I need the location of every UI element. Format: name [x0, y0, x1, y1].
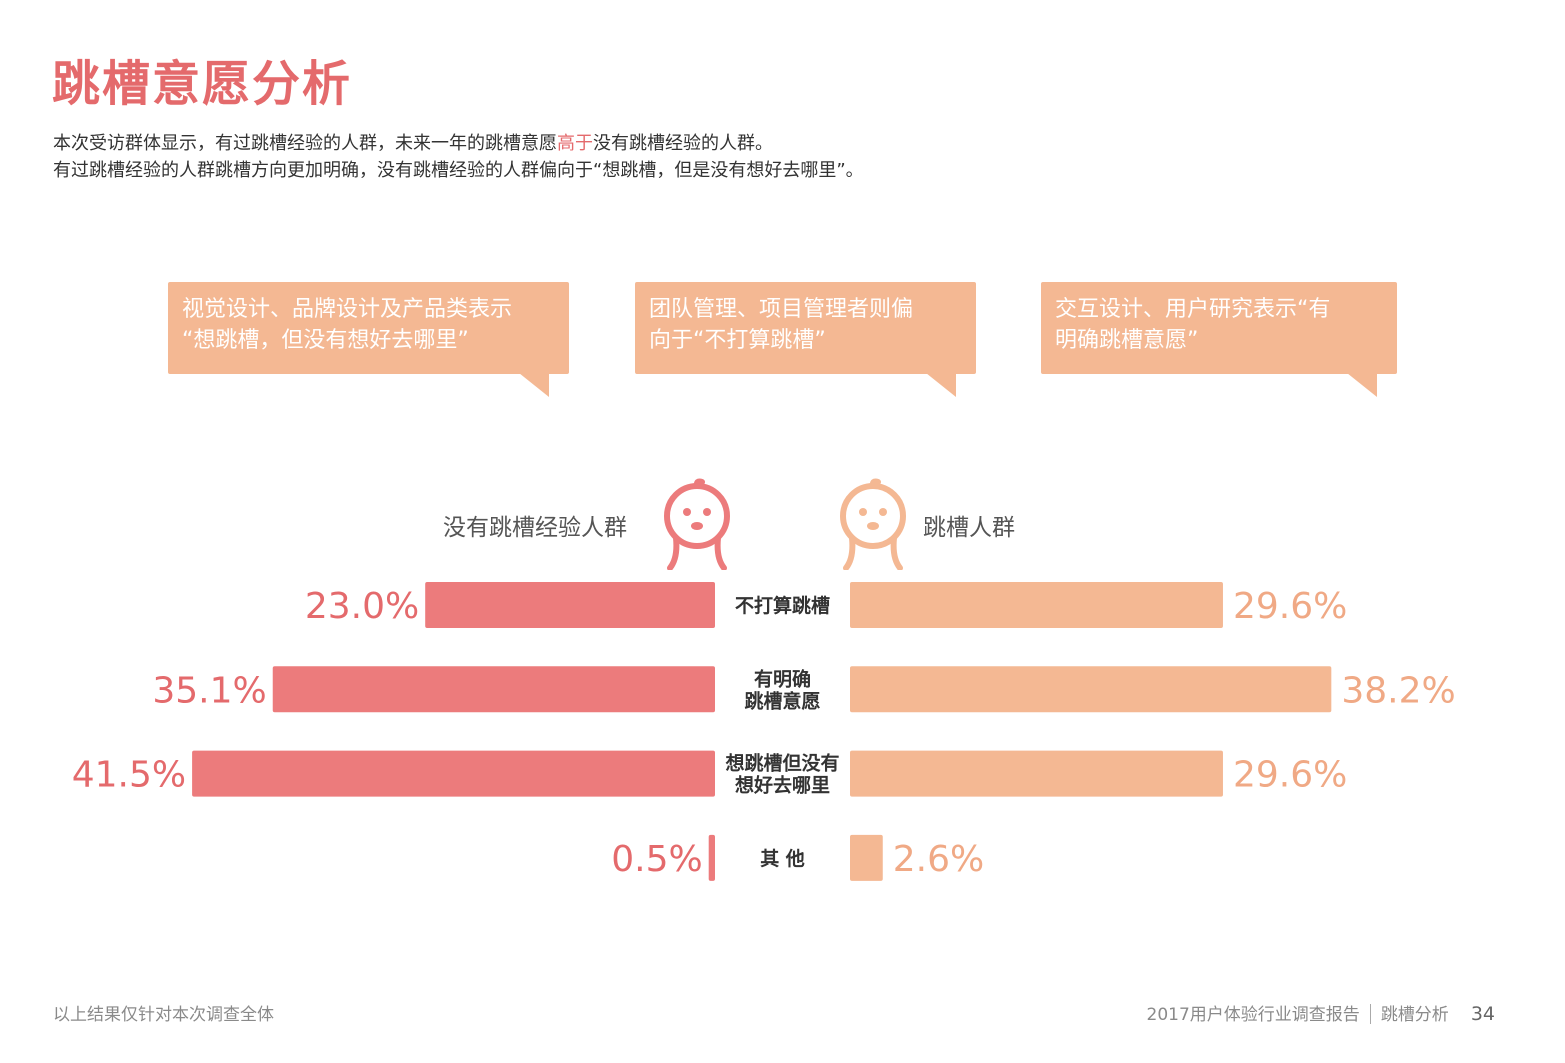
legend-left-group: 没有跳槽经验人群 [443, 515, 627, 541]
intro-line-2: 有过跳槽经验的人群跳槽方向更加明确，没有跳槽经验的人群偏向于“想跳槽，但是没有想… [53, 160, 864, 181]
data-label-right: 29.6% [1233, 586, 1347, 627]
intro-highlight: 高于 [557, 133, 593, 154]
footer-note: 以上结果仅针对本次调查全体 [53, 1005, 274, 1025]
bubble-line: 向于“不打算跳槽” [649, 328, 826, 353]
bar-left [708, 834, 715, 881]
intro-line-1: 本次受访群体显示，有过跳槽经验的人群，未来一年的跳槽意愿高于没有跳槽经验的人群。 [53, 130, 864, 157]
bubble-line: 视觉设计、品牌设计及产品类表示 [182, 297, 513, 322]
data-label-left: 41.5% [72, 755, 186, 796]
bar-right [850, 834, 883, 881]
bar-right [850, 582, 1223, 628]
data-label-right: 29.6% [1233, 755, 1347, 796]
bar-left [272, 666, 715, 713]
report-title: 2017用户体验行业调查报告 [1146, 1005, 1360, 1025]
bubble-line: 交互设计、用户研究表示“有 [1055, 297, 1331, 322]
category-label: 想跳槽但没有 [725, 752, 839, 775]
category-label: 跳槽意愿 [744, 689, 820, 712]
footer-divider [1369, 1004, 1371, 1024]
face-icon [840, 478, 906, 570]
bar-right [850, 666, 1332, 713]
bubble-tail [926, 373, 956, 397]
category-label: 不打算跳槽 [735, 594, 830, 617]
face-icon [664, 478, 730, 570]
bubble-line: 团队管理、项目管理者则偏 [649, 297, 914, 322]
data-label-right: 2.6% [893, 839, 984, 880]
category-label: 其 他 [760, 847, 805, 870]
data-label-left: 23.0% [305, 586, 419, 627]
category-label: 想好去哪里 [735, 774, 830, 797]
data-label-right: 38.2% [1341, 670, 1455, 711]
page-title: 跳槽意愿分析 [52, 56, 353, 112]
speech-bubble-management: 团队管理、项目管理者则偏 向于“不打算跳槽” [635, 282, 976, 397]
footer-info: 2017用户体验行业调查报告 跳槽分析 34 [1147, 1000, 1495, 1025]
section-name: 跳槽分析 [1380, 1005, 1449, 1025]
speech-bubble-interaction: 交互设计、用户研究表示“有 明确跳槽意愿” [1041, 282, 1397, 397]
speech-bubble-design: 视觉设计、品牌设计及产品类表示 “想跳槽，但没有想好去哪里” [168, 282, 569, 397]
intro-line-1-a: 本次受访群体显示，有过跳槽经验的人群，未来一年的跳槽意愿 [53, 133, 557, 154]
intro-text: 本次受访群体显示，有过跳槽经验的人群，未来一年的跳槽意愿高于没有跳槽经验的人群。… [53, 130, 864, 184]
legend-right-group: 跳槽人群 [923, 515, 1015, 541]
page-number: 34 [1470, 1003, 1495, 1025]
intro-line-1-b: 没有跳槽经验的人群。 [593, 133, 773, 154]
bar-left [192, 750, 716, 797]
data-label-left: 35.1% [152, 670, 266, 711]
bubble-line: 明确跳槽意愿” [1055, 328, 1199, 353]
bubble-tail [1347, 373, 1377, 397]
bar-left [425, 582, 715, 628]
data-label-left: 0.5% [611, 839, 702, 880]
category-label: 有明确 [754, 667, 811, 690]
bubble-line: “想跳槽，但没有想好去哪里” [182, 328, 469, 353]
bubble-tail [519, 373, 549, 397]
bar-right [850, 750, 1223, 797]
